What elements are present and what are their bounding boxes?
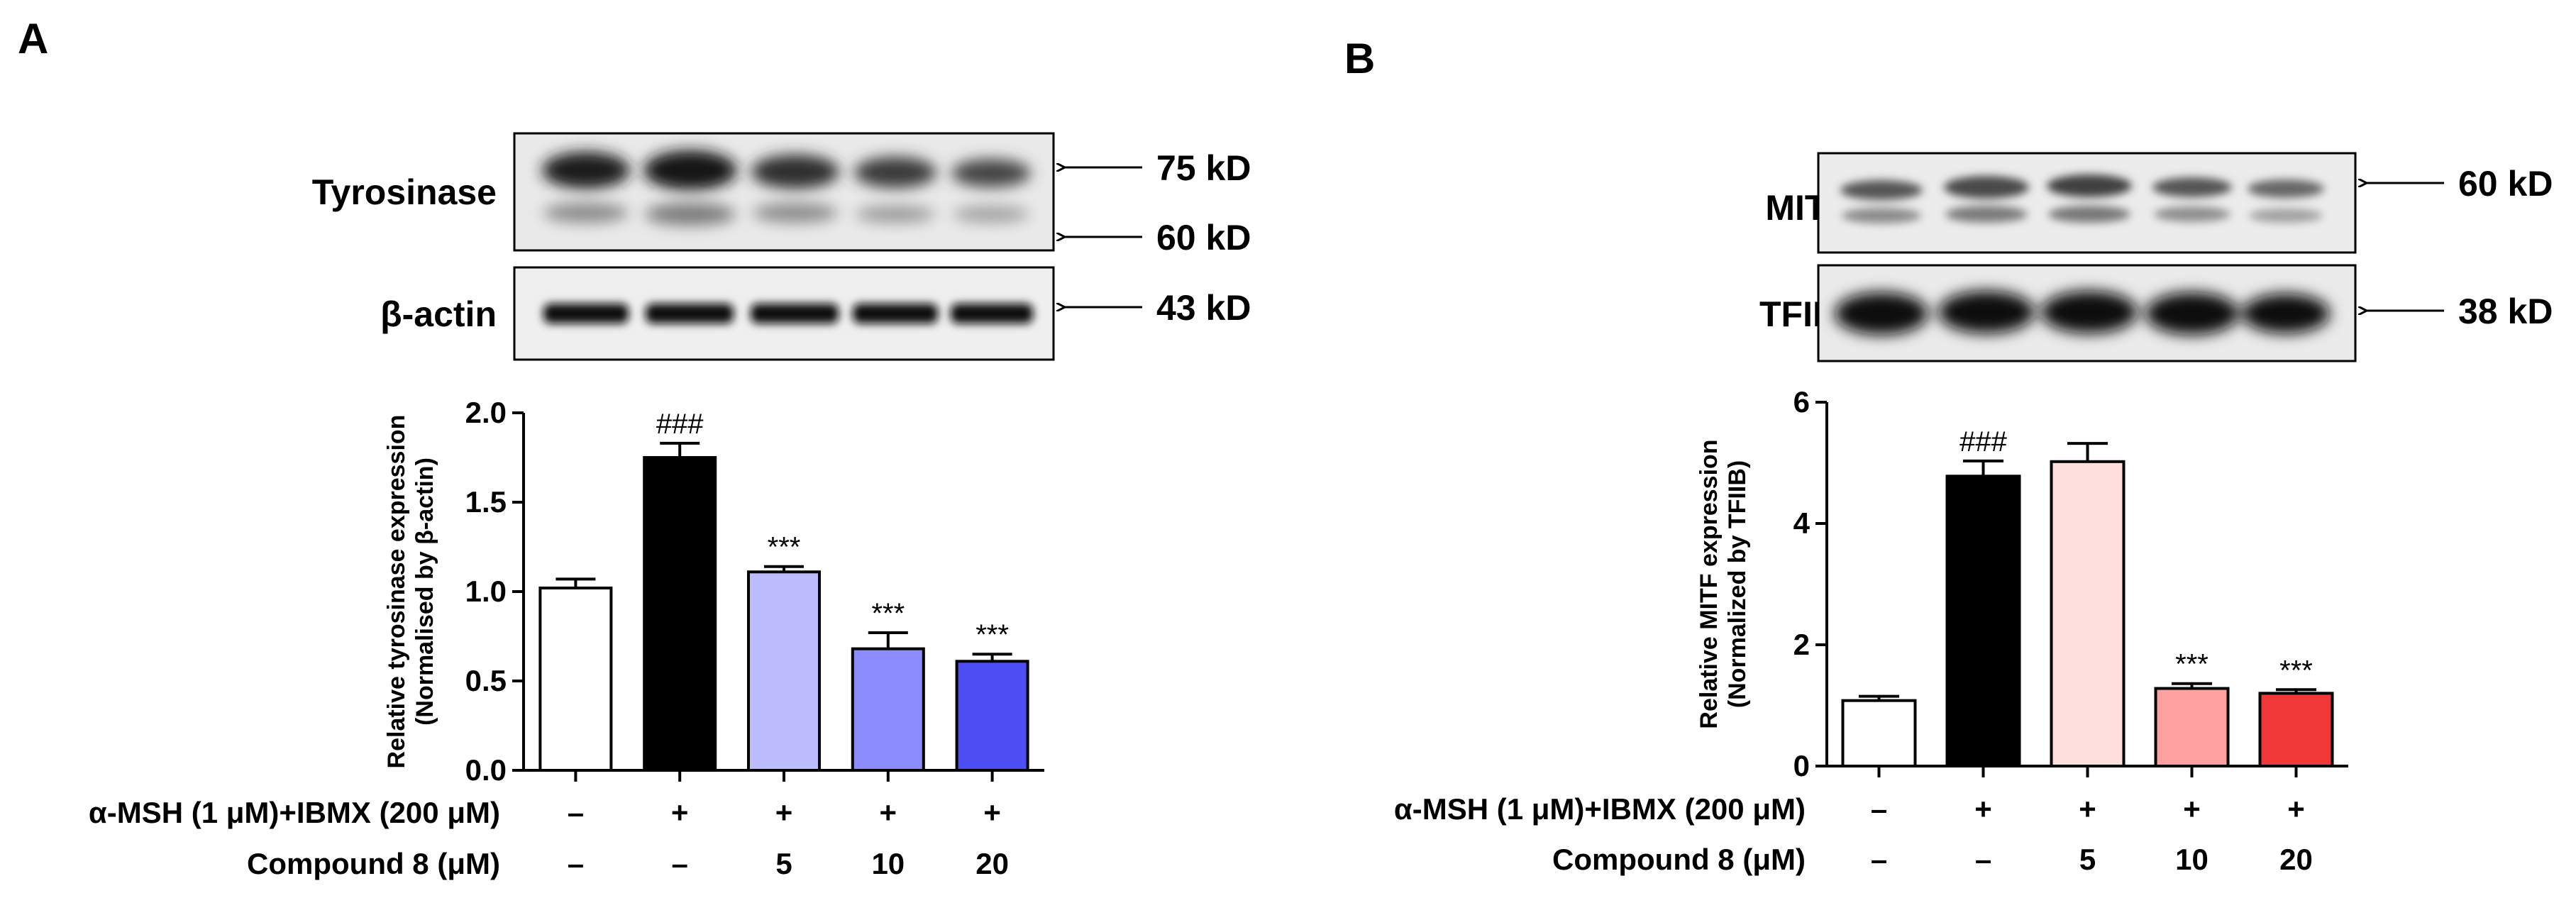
chart-b-bar [1841,699,1917,767]
chart-b-bar [1945,475,2021,767]
chart-a-significance-label: *** [871,598,905,629]
chart-a-condition-value: 10 [871,847,905,880]
beta-actin-blot-bands [543,304,1033,323]
panel-b-letter: B [1344,35,1375,82]
chart-a-condition-value: – [568,847,584,880]
chart-b-condition-value: – [1871,792,1887,826]
chart-a-condition-value: 5 [775,847,792,880]
chart-b-bar [2258,692,2334,768]
chart-b-y-axis-title: Relative MITF expression [1696,439,1723,728]
chart-b-y-tick-label: 0 [1793,749,1810,782]
tfiib-blot-bands [1835,291,2330,335]
chart-b-condition-value: – [1871,843,1887,876]
chart-a-condition-label: Compound 8 (μM) [247,847,500,880]
chart-b-condition-value: + [2287,792,2305,826]
chart-b-significance-label: *** [2279,655,2313,686]
chart-a-y-axis-subtitle: (Normalised by β-actin) [411,458,438,726]
chart-a-bar [538,586,613,772]
chart-a-y-tick-label: 2.0 [465,396,507,429]
panel-a-letter: A [18,15,48,62]
blot-label-beta-actin: β-actin [380,294,497,334]
kd-label-43: 43 kD [1156,288,1251,328]
chart-a-bar [747,570,821,772]
kd-label-60-a: 60 kD [1156,218,1251,257]
chart-a-bar [851,647,925,772]
chart-b-bar [2154,687,2230,767]
chart-b-significance-label: ### [1959,426,2007,458]
chart-b-y-tick-label: 2 [1793,628,1810,661]
kd-label-60-b: 60 kD [2458,164,2553,204]
chart-b: 0 2 4 6 Relative MITF expression (Normalized … [1394,385,2348,876]
chart-a-condition-value: + [775,796,793,829]
chart-a-y-tick-label: 1.0 [465,575,507,608]
mitf-blot [1817,152,2357,254]
chart-b-condition-value: – [1975,843,1991,876]
chart-a-bar [643,456,717,772]
chart-a-y-tick-label: 0.0 [465,753,507,787]
chart-b-condition-value: 20 [2279,843,2313,876]
chart-a-condition-value: – [568,796,584,829]
chart-b-condition-value: + [2079,792,2096,826]
chart-b-significance-label: *** [2175,649,2209,680]
chart-a-condition-label: α-MSH (1 μM)+IBMX (200 μM) [89,796,500,829]
chart-a-y-axis-title: Relative tyrosinase expression [383,415,410,769]
chart-b-condition-value: 10 [2175,843,2209,876]
chart-a-significance-label: ### [656,409,704,440]
chart-a-y-tick-label: 1.5 [465,485,507,519]
chart-b-condition-value: + [2183,792,2201,826]
chart-b-condition-value: 5 [2079,843,2096,876]
chart-a-significance-label: *** [768,532,801,563]
chart-a-y-tick-label: 0.5 [465,664,507,697]
chart-b-y-tick-label: 6 [1793,385,1810,418]
chart-a-condition-value: + [671,796,689,829]
chart-b-condition-value: + [1974,792,1992,826]
chart-a-condition-value: 20 [975,847,1009,880]
chart-a-bar [955,660,1029,772]
tyrosinase-blot [513,132,1055,252]
chart-a-significance-label: *** [975,619,1009,650]
chart-a-condition-value: + [983,796,1001,829]
chart-b-condition-label: α-MSH (1 μM)+IBMX (200 μM) [1394,792,1806,826]
chart-b-condition-label: Compound 8 (μM) [1552,843,1806,876]
chart-b-bar [2050,460,2126,767]
chart-b-y-axis-subtitle: (Normalized by TFIIB) [1724,460,1751,708]
kd-label-75: 75 kD [1156,148,1251,188]
mitf-blot-bands [1840,174,2324,223]
chart-a-condition-value: + [880,796,897,829]
chart-b-y-tick-label: 4 [1793,506,1811,540]
chart-a-condition-value: – [672,847,688,880]
kd-label-38: 38 kD [2458,292,2553,331]
tyrosinase-blot-bands [542,150,1031,226]
blot-label-tyrosinase: Tyrosinase [312,172,497,212]
chart-a: 0.0 0.5 1.0 1.5 2.0 Relative tyrosinase expre… [89,396,1044,880]
